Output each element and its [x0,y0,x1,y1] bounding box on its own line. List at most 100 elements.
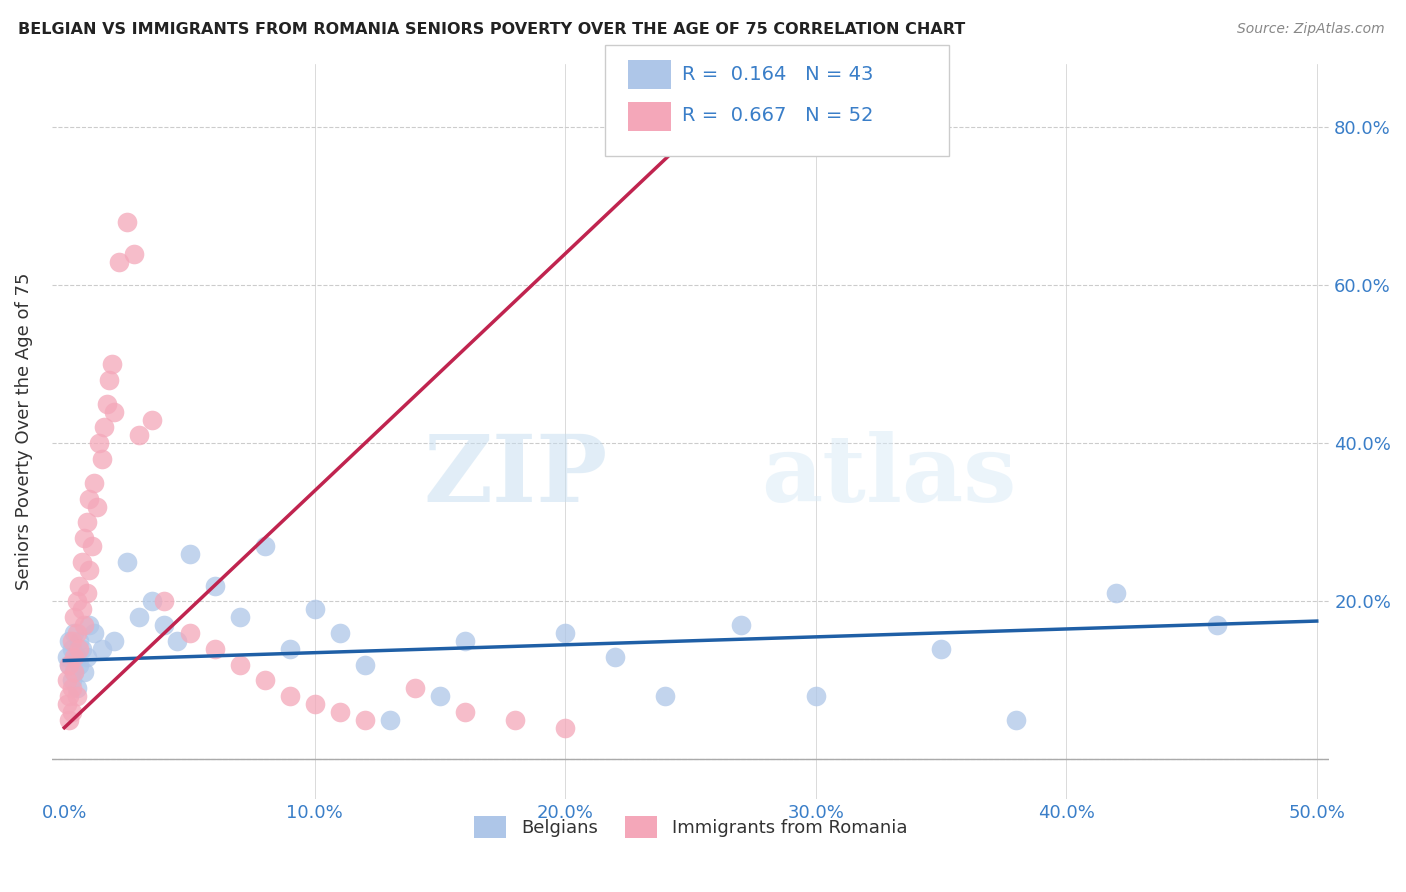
Point [278,689,301,703]
Point [253,673,276,688]
Point [378,713,401,727]
Point [58,713,80,727]
Point [554,721,576,735]
Point [103,405,125,419]
Point [80,539,103,553]
Point [204,578,226,592]
Point [89,436,111,450]
Point [79,563,101,577]
Point [73,531,96,545]
Point [55,697,77,711]
Point [124,246,146,260]
Point [79,491,101,506]
Point [83,475,105,490]
Point [58,657,80,672]
Point [66,626,89,640]
Point [67,633,90,648]
Point [278,641,301,656]
Text: R =  0.164   N = 43: R = 0.164 N = 43 [682,64,873,84]
Point [67,657,90,672]
Point [153,618,176,632]
Point [55,649,77,664]
Point [429,689,451,703]
Point [79,618,101,632]
Point [67,578,90,592]
Point [60,633,83,648]
Point [63,665,86,680]
Point [76,586,98,600]
Point [93,420,115,434]
Point [58,633,80,648]
Point [404,681,426,696]
Point [63,610,86,624]
Point [60,641,83,656]
Point [66,594,89,608]
Point [66,689,89,703]
Point [454,633,477,648]
Point [304,602,326,616]
Y-axis label: Seniors Poverty Over the Age of 75: Seniors Poverty Over the Age of 75 [15,273,32,591]
Point [929,641,952,656]
Point [66,649,89,664]
Point [329,705,352,719]
Point [354,713,377,727]
Text: Source: ZipAtlas.com: Source: ZipAtlas.com [1237,22,1385,37]
Point [128,428,150,442]
Point [73,665,96,680]
Point [90,452,112,467]
Point [605,649,627,664]
Point [329,626,352,640]
Point [60,705,83,719]
Point [70,555,93,569]
Point [1005,713,1028,727]
Point [1105,586,1128,600]
Point [70,602,93,616]
Point [55,673,77,688]
Point [58,657,80,672]
Point [228,657,250,672]
Point [503,713,526,727]
Text: BELGIAN VS IMMIGRANTS FROM ROMANIA SENIORS POVERTY OVER THE AGE OF 75 CORRELATIO: BELGIAN VS IMMIGRANTS FROM ROMANIA SENIO… [18,22,966,37]
Point [554,626,576,640]
Point [304,697,326,711]
Text: atlas: atlas [761,431,1017,521]
Point [67,641,90,656]
Point [253,539,276,553]
Point [141,594,163,608]
Point [76,516,98,530]
Point [128,610,150,624]
Point [90,641,112,656]
Point [153,594,176,608]
Point [103,633,125,648]
Point [179,626,201,640]
Point [76,649,98,664]
Point [63,626,86,640]
Point [101,357,124,371]
Point [83,626,105,640]
Point [60,673,83,688]
Point [141,412,163,426]
Point [86,500,108,514]
Point [228,610,250,624]
Point [70,641,93,656]
Point [354,657,377,672]
Point [1205,618,1227,632]
Point [179,547,201,561]
Point [166,633,188,648]
Point [108,254,131,268]
Point [73,618,96,632]
Text: R =  0.667   N = 52: R = 0.667 N = 52 [682,106,873,126]
Point [454,705,477,719]
Point [63,649,86,664]
Point [730,618,752,632]
Point [60,681,83,696]
Point [204,641,226,656]
Point [654,689,676,703]
Point [96,397,118,411]
Point [98,373,121,387]
Point [66,681,89,696]
Point [63,665,86,680]
Point [115,555,138,569]
Legend: Belgians, Immigrants from Romania: Belgians, Immigrants from Romania [467,808,914,845]
Point [115,215,138,229]
